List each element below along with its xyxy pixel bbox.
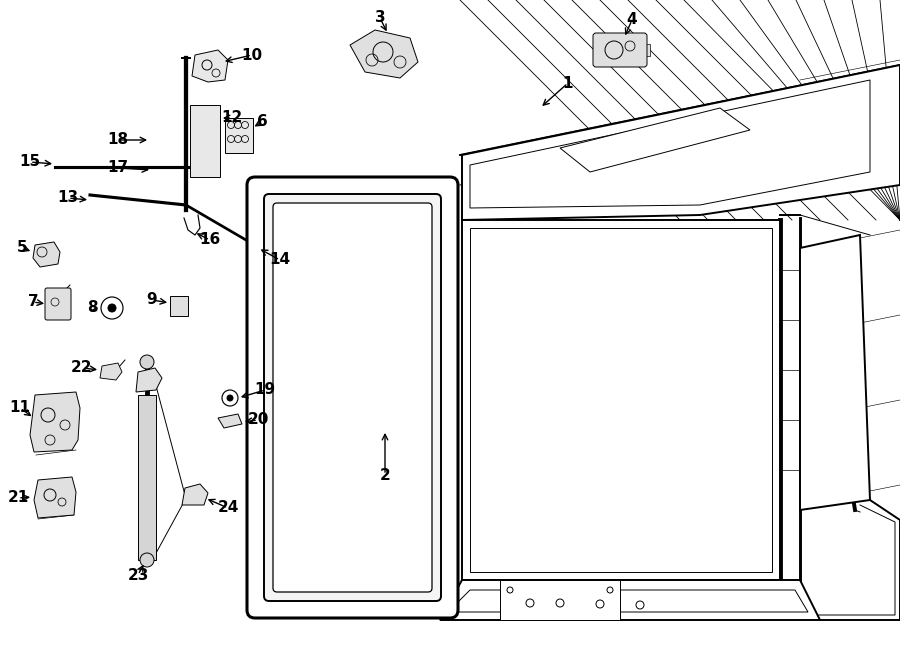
Bar [640, 44, 650, 56]
Bar [500, 580, 620, 620]
Text: 10: 10 [241, 48, 263, 63]
Circle shape [202, 60, 212, 70]
Text: 22: 22 [71, 360, 93, 375]
Polygon shape [440, 580, 820, 620]
Polygon shape [448, 590, 808, 612]
Polygon shape [462, 65, 900, 220]
FancyBboxPatch shape [264, 194, 441, 601]
Text: 3: 3 [374, 11, 385, 26]
FancyBboxPatch shape [247, 177, 458, 618]
Bar [190, 105, 220, 177]
Polygon shape [462, 220, 780, 580]
Text: 23: 23 [127, 568, 148, 582]
Circle shape [108, 304, 116, 312]
Text: 17: 17 [107, 161, 129, 176]
Bar [170, 296, 188, 316]
Polygon shape [192, 50, 228, 82]
Text: 24: 24 [217, 500, 239, 516]
Text: 7: 7 [28, 295, 39, 309]
Text: 16: 16 [200, 233, 220, 247]
Text: 20: 20 [248, 412, 269, 428]
Text: 14: 14 [269, 253, 291, 268]
FancyBboxPatch shape [593, 33, 647, 67]
Circle shape [227, 395, 233, 401]
Text: 2: 2 [380, 467, 391, 483]
Text: 21: 21 [7, 490, 29, 506]
FancyBboxPatch shape [273, 203, 432, 592]
Text: 1: 1 [562, 75, 573, 91]
Bar [225, 118, 253, 153]
Circle shape [605, 41, 623, 59]
Text: 9: 9 [147, 293, 158, 307]
Polygon shape [182, 484, 208, 505]
Bar [138, 395, 156, 560]
Polygon shape [100, 363, 122, 380]
Text: 5: 5 [17, 241, 27, 256]
Text: 6: 6 [256, 114, 267, 130]
Polygon shape [560, 108, 750, 172]
Polygon shape [470, 228, 772, 572]
Text: 13: 13 [58, 190, 78, 206]
Polygon shape [34, 477, 76, 518]
Polygon shape [800, 235, 870, 510]
Circle shape [222, 390, 238, 406]
Polygon shape [470, 80, 870, 208]
Circle shape [140, 553, 154, 567]
FancyBboxPatch shape [45, 288, 71, 320]
Circle shape [140, 355, 154, 369]
Text: 18: 18 [107, 132, 129, 147]
Circle shape [101, 297, 123, 319]
Polygon shape [136, 368, 162, 392]
Polygon shape [33, 242, 60, 267]
Polygon shape [30, 392, 80, 452]
Text: 12: 12 [221, 110, 243, 126]
Circle shape [373, 42, 393, 62]
Text: 11: 11 [10, 401, 31, 416]
Text: 8: 8 [86, 301, 97, 315]
Text: 19: 19 [255, 383, 275, 397]
Text: 4: 4 [626, 13, 637, 28]
Polygon shape [350, 30, 418, 78]
Text: 15: 15 [20, 155, 40, 169]
Polygon shape [218, 414, 242, 428]
